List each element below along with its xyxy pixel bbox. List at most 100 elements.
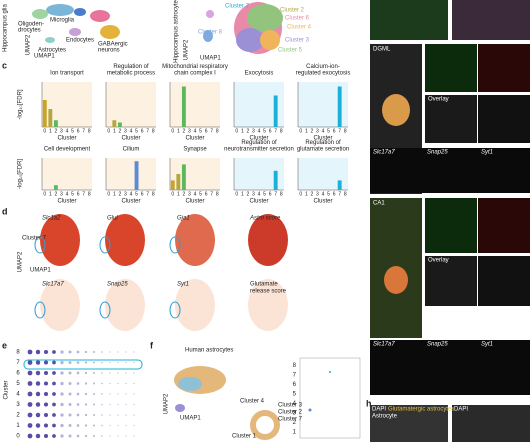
chart-title: Mitochondrial respiratory	[162, 64, 228, 70]
x-axis-label: Cluster	[185, 136, 204, 142]
dot	[60, 423, 64, 428]
y-tick-label: 4	[16, 392, 20, 398]
dot	[109, 372, 111, 374]
x-axis-label: Cluster	[313, 199, 332, 205]
x-tick-label: 5	[71, 191, 74, 197]
dot	[35, 349, 41, 355]
dot	[43, 433, 49, 439]
x-tick-label: 0	[171, 128, 174, 134]
x-tick-label: 0	[235, 128, 238, 134]
x-tick-label: 4	[258, 191, 261, 197]
dot	[109, 361, 111, 364]
dot	[35, 412, 41, 418]
bar	[337, 180, 342, 190]
dot	[76, 424, 80, 427]
chart-title: Cilium	[123, 147, 140, 153]
dot	[125, 382, 127, 385]
dot	[43, 360, 49, 365]
x-tick-label: 5	[327, 191, 330, 197]
label: Gja1	[177, 216, 190, 222]
label: Cluster 5	[278, 48, 303, 54]
panel-letter: h	[366, 398, 372, 408]
chart-title: metabolic process	[107, 71, 155, 77]
dot	[84, 413, 88, 417]
dot	[125, 435, 127, 437]
x-axis-label: Cluster	[57, 199, 76, 205]
label: UMAP2	[164, 393, 170, 414]
label: Slc1a2	[42, 216, 61, 222]
dot	[125, 361, 127, 364]
dot	[133, 351, 135, 353]
x-tick-label: 4	[194, 191, 197, 197]
dot	[52, 350, 56, 354]
dot	[84, 361, 88, 364]
x-tick-label: 7	[82, 128, 85, 134]
dot	[109, 435, 111, 437]
label: Cluster 1	[232, 434, 257, 440]
dot	[93, 414, 95, 416]
x-tick-label: 6	[269, 191, 272, 197]
x-tick-label: 2	[54, 128, 57, 134]
label: Astrocytes	[38, 48, 66, 54]
dot	[133, 393, 135, 395]
bar	[48, 109, 53, 127]
x-axis-label: Cluster	[121, 136, 140, 142]
dot	[35, 433, 41, 439]
x-axis-label: Cluster	[185, 199, 204, 205]
label: UMAP2	[18, 251, 24, 272]
dot	[68, 350, 72, 354]
dot	[60, 360, 64, 365]
label: Cluster 4	[240, 399, 265, 405]
chart-title: Synapse	[183, 147, 207, 153]
x-tick-label: 5	[263, 128, 266, 134]
dot	[27, 391, 33, 397]
label: Cluster	[4, 380, 10, 399]
label: Microglia	[50, 18, 75, 24]
panel-letter: c	[2, 60, 7, 70]
dot	[109, 382, 111, 385]
dot	[101, 393, 103, 395]
dot	[101, 424, 103, 427]
dot	[125, 424, 127, 427]
dot	[117, 372, 119, 374]
x-tick-label: 5	[135, 128, 138, 134]
x-tick-label: 2	[118, 128, 121, 134]
x-tick-label: 5	[199, 191, 202, 197]
bar	[337, 86, 342, 127]
dot	[93, 435, 95, 437]
dot	[52, 413, 56, 417]
panel-letter: d	[2, 206, 8, 216]
bar	[53, 120, 58, 127]
bar	[42, 100, 47, 127]
y-tick-label: 5	[293, 392, 297, 398]
dot-plot	[27, 349, 135, 439]
x-tick-label: 0	[299, 191, 302, 197]
x-tick-label: 0	[299, 128, 302, 134]
dot	[27, 402, 33, 407]
x-tick-label: 1	[177, 191, 180, 197]
dot	[76, 382, 80, 385]
chart-title: chain complex I	[174, 71, 216, 77]
dot	[133, 382, 135, 385]
chart-title: Regulation of	[113, 64, 149, 70]
dot	[133, 414, 135, 416]
bar	[181, 164, 186, 190]
dot	[76, 413, 80, 417]
label: UMAP1	[30, 268, 51, 274]
x-tick-label: 1	[305, 191, 308, 197]
dot	[93, 382, 95, 385]
dot	[27, 360, 33, 365]
dot	[133, 372, 135, 374]
dot	[68, 361, 72, 364]
x-tick-label: 4	[130, 128, 133, 134]
label: Oligoden-	[18, 22, 44, 28]
x-tick-label: 7	[146, 191, 149, 197]
dot	[76, 361, 80, 364]
chart-title: glutamate secretion	[297, 147, 349, 153]
x-tick-label: 6	[205, 191, 208, 197]
dot	[35, 381, 41, 386]
dot	[43, 349, 49, 355]
y-tick-label: 2	[16, 413, 20, 419]
dot	[43, 391, 49, 397]
label: Cluster 7	[225, 4, 250, 10]
